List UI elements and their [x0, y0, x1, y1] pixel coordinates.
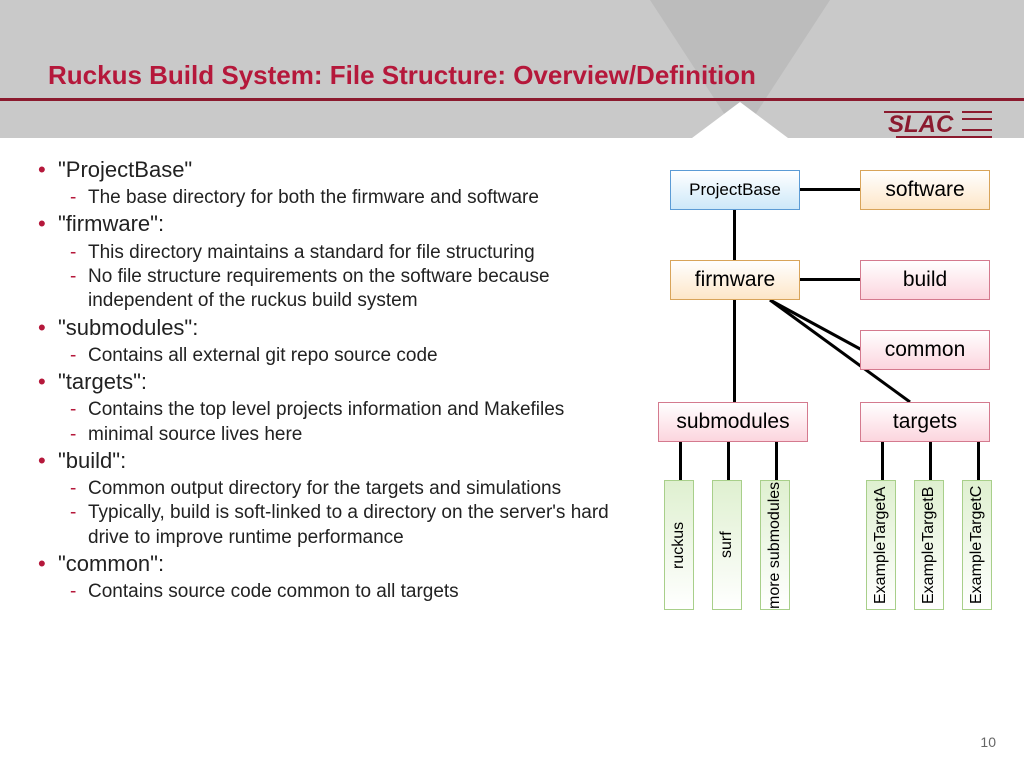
- diagram-edge: [775, 442, 778, 480]
- bullet-item: "firmware":: [38, 210, 628, 238]
- diagram-edge-diag: [770, 300, 862, 350]
- bullet-term: "submodules":: [58, 314, 618, 342]
- diagram-edge: [881, 442, 884, 480]
- bullet-sub: Contains the top level projects informat…: [70, 398, 628, 422]
- bullet-item: "targets":: [38, 368, 628, 396]
- diagram-node-projectbase: ProjectBase: [670, 170, 800, 210]
- header-rule: [0, 98, 1024, 101]
- diagram-node-submodules: submodules: [658, 402, 808, 442]
- diagram-node-exA: ExampleTargetA: [866, 480, 896, 610]
- diagram-edge: [679, 442, 682, 480]
- slide-title: Ruckus Build System: File Structure: Ove…: [48, 60, 756, 91]
- bullet-sub: The base directory for both the firmware…: [70, 186, 628, 210]
- bullet-sub: This directory maintains a standard for …: [70, 241, 628, 265]
- diagram-edge: [733, 210, 736, 260]
- bullet-term: "targets":: [58, 368, 618, 396]
- bullet-sub: Contains all external git repo source co…: [70, 344, 628, 368]
- bullet-term: "ProjectBase": [58, 156, 618, 184]
- diagram-edge: [929, 442, 932, 480]
- diagram-node-targets: targets: [860, 402, 990, 442]
- bullet-sub: Contains source code common to all targe…: [70, 580, 628, 604]
- bullet-term: "build":: [58, 447, 618, 475]
- page-number: 10: [980, 734, 996, 750]
- diagram-node-ruckus: ruckus: [664, 480, 694, 610]
- slac-logo: SLAC: [884, 108, 994, 145]
- header-triangle-white: [660, 102, 820, 162]
- diagram-node-exC: ExampleTargetC: [962, 480, 992, 610]
- diagram-node-surf: surf: [712, 480, 742, 610]
- bullet-item: "submodules":: [38, 314, 628, 342]
- diagram-node-build: build: [860, 260, 990, 300]
- diagram-node-more: more submodules: [760, 480, 790, 610]
- bullet-sub: Typically, build is soft-linked to a dir…: [70, 501, 628, 550]
- bullet-sub: Common output directory for the targets …: [70, 477, 628, 501]
- svg-text:SLAC: SLAC: [888, 111, 954, 138]
- diagram-node-common: common: [860, 330, 990, 370]
- diagram-node-software: software: [860, 170, 990, 210]
- diagram-node-firmware: firmware: [670, 260, 800, 300]
- bullet-item: "common":: [38, 550, 628, 578]
- diagram-edge: [733, 300, 736, 402]
- bullet-sub: minimal source lives here: [70, 423, 628, 447]
- bullet-content: "ProjectBase"The base directory for both…: [38, 156, 628, 604]
- diagram-edge: [727, 442, 730, 480]
- diagram-node-exB: ExampleTargetB: [914, 480, 944, 610]
- file-structure-diagram: ProjectBase software firmware build common su…: [650, 170, 1010, 690]
- diagram-edge: [977, 442, 980, 480]
- bullet-item: "ProjectBase": [38, 156, 628, 184]
- bullet-term: "common":: [58, 550, 618, 578]
- diagram-edge: [800, 188, 860, 191]
- bullet-term: "firmware":: [58, 210, 618, 238]
- bullet-sub: No file structure requirements on the so…: [70, 265, 628, 314]
- diagram-edge: [800, 278, 860, 281]
- bullet-item: "build":: [38, 447, 628, 475]
